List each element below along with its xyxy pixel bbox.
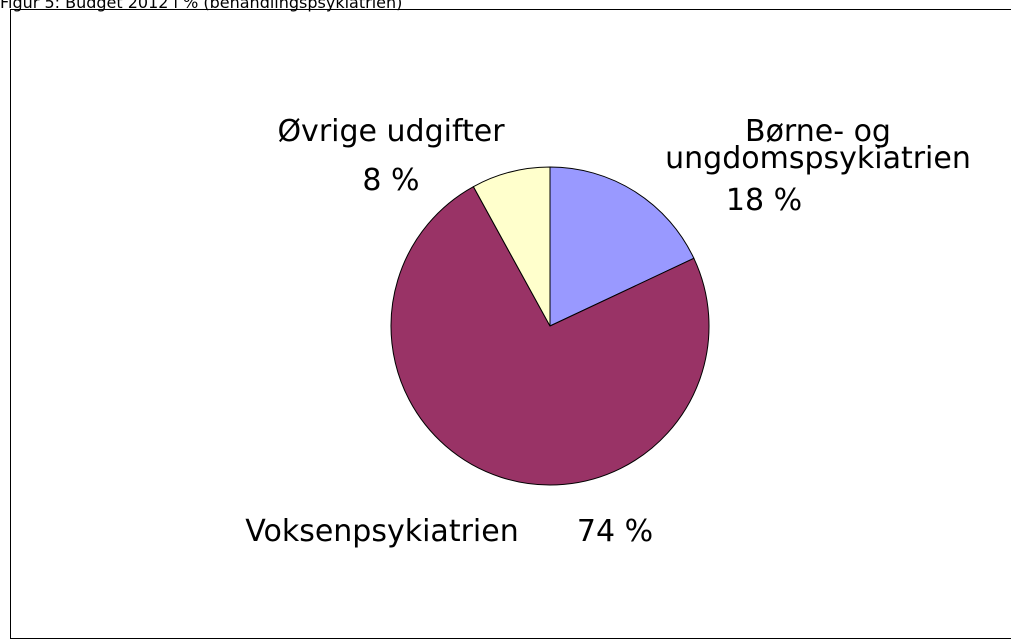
pie-slice	[549, 166, 695, 327]
pie-slice	[472, 166, 551, 327]
category-label: Voksenpsykiatrien	[245, 514, 519, 549]
value-label: 74 %	[576, 514, 654, 549]
value-label: 18 %	[725, 183, 803, 218]
category-label: Øvrige udgifter	[277, 114, 505, 149]
pie-slice	[390, 185, 710, 486]
chart	[390, 166, 710, 486]
value-label: 8 %	[362, 163, 420, 198]
category-label: Børne- og ungdomspsykiatrien	[665, 114, 971, 176]
